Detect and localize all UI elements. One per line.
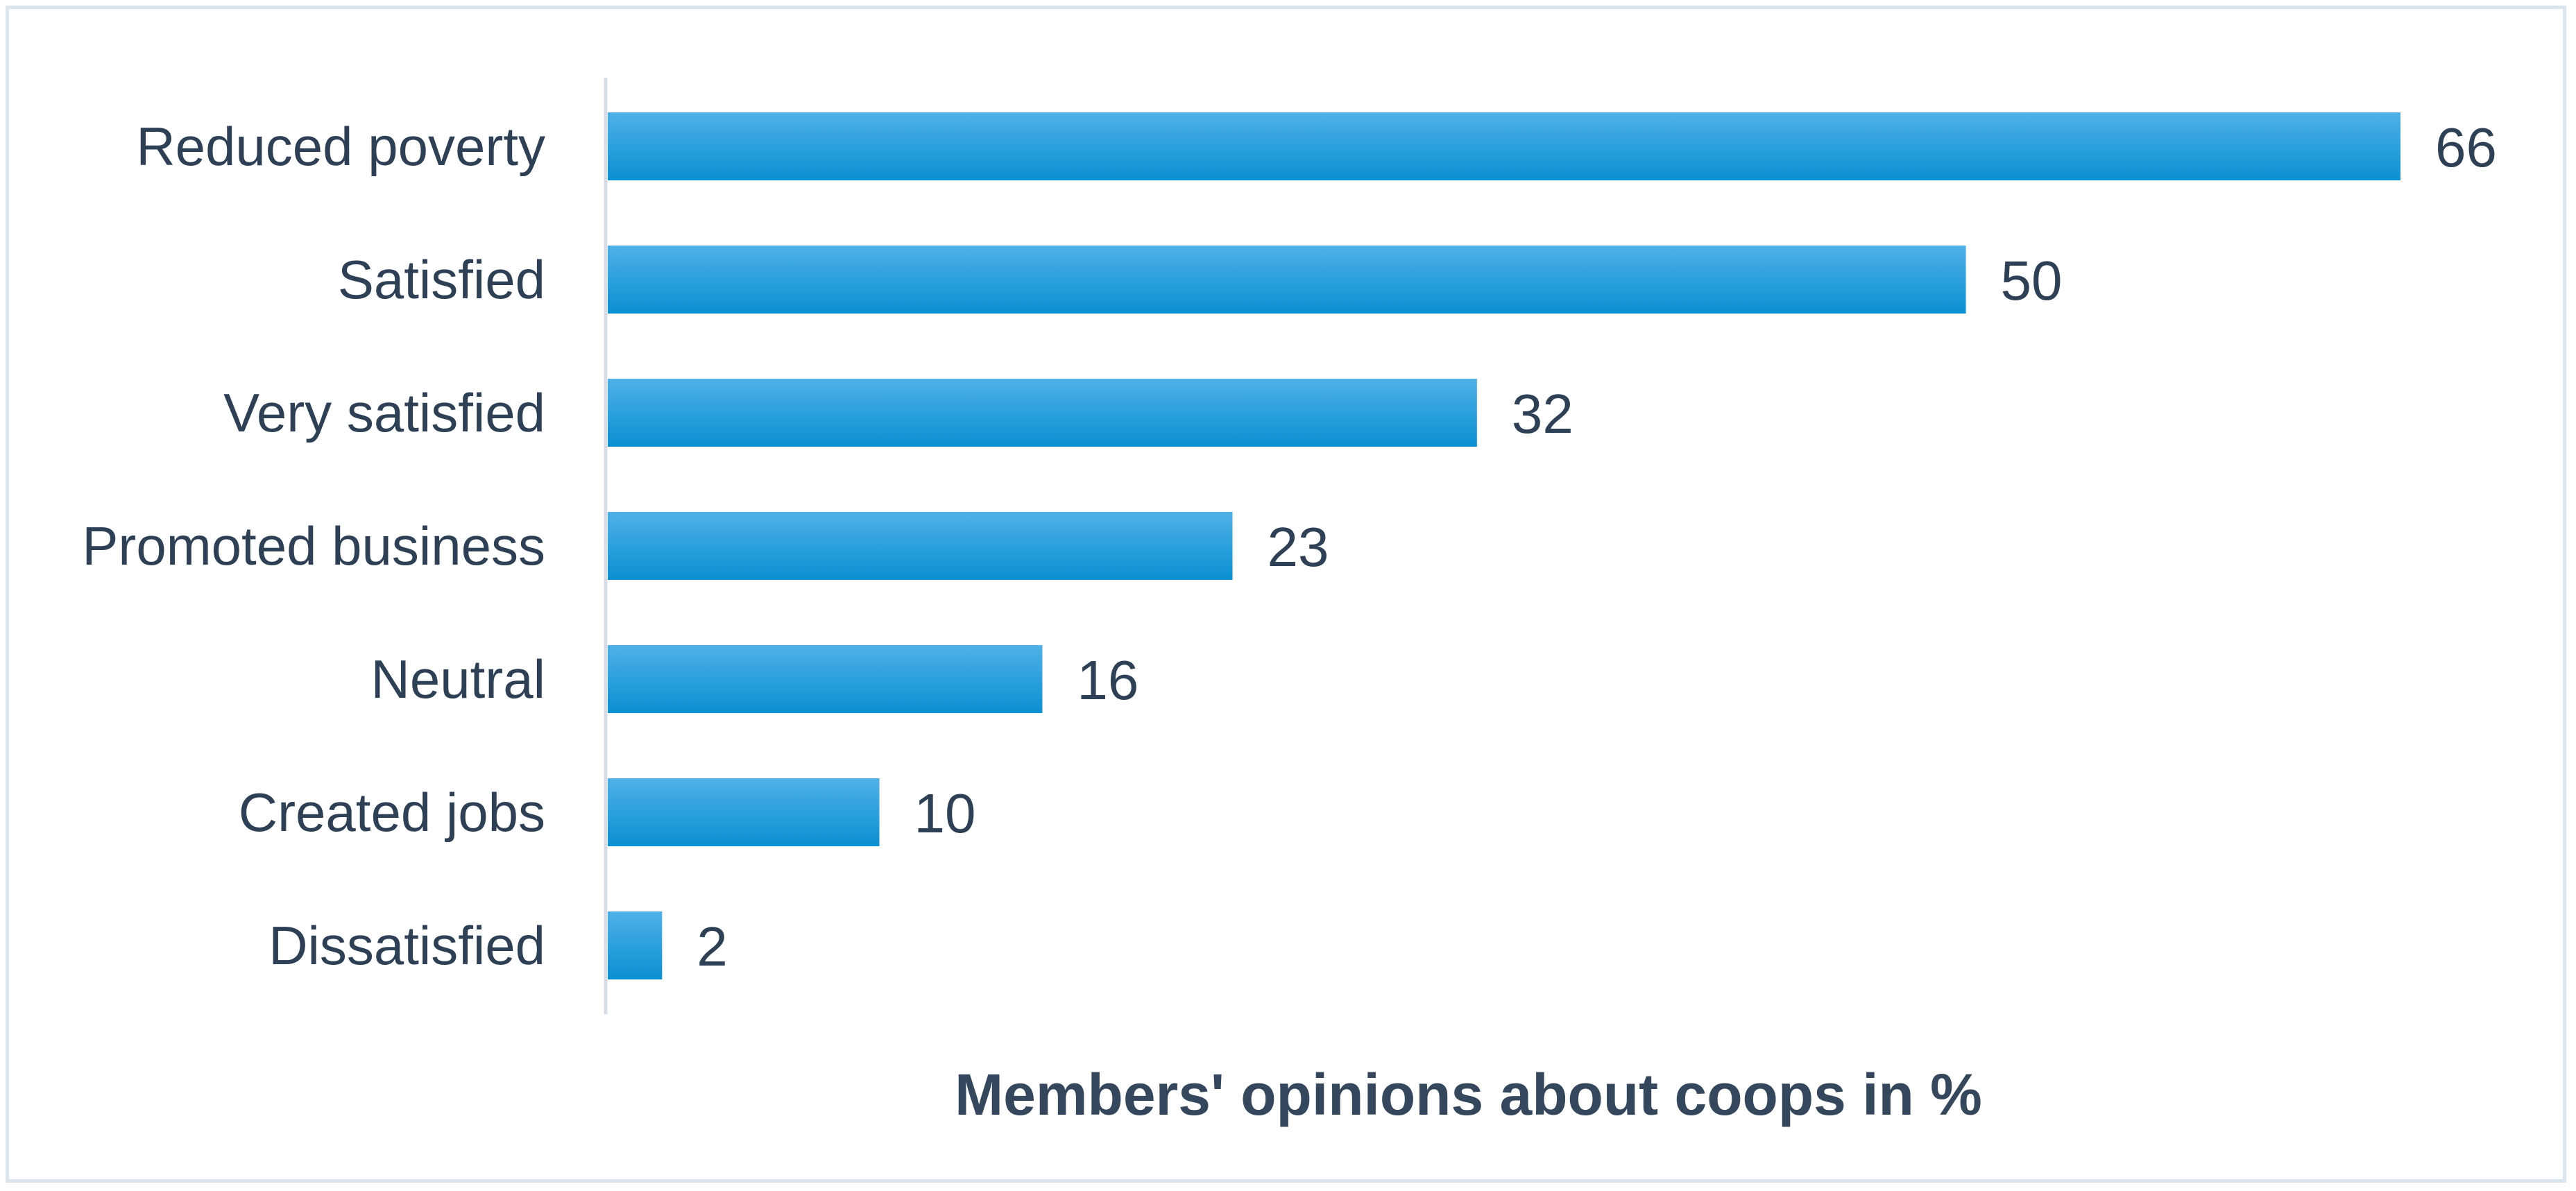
- value-label: 50: [2001, 250, 2063, 311]
- bar-created-jobs: [608, 778, 880, 846]
- value-label: 10: [914, 782, 976, 844]
- category-label: Created jobs: [239, 782, 545, 843]
- bar-satisfied: [608, 246, 1966, 314]
- bars-group: Reduced poverty 66 Satisfied 50 Very satisfi…: [82, 112, 2497, 979]
- category-label: Very satisfied: [223, 382, 545, 443]
- value-label: 32: [1512, 383, 1573, 445]
- bar-dissatisfied: [608, 911, 663, 979]
- value-label: 23: [1267, 516, 1329, 578]
- chart-title: Members' opinions about coops in %: [955, 1062, 1982, 1127]
- bar-very-satisfied: [608, 379, 1477, 447]
- value-label: 16: [1077, 649, 1138, 711]
- category-label: Reduced poverty: [136, 116, 545, 177]
- bar-neutral: [608, 645, 1043, 713]
- category-label: Promoted business: [82, 515, 545, 576]
- value-label: 2: [697, 916, 727, 977]
- category-label: Satisfied: [338, 249, 545, 310]
- value-label: 66: [2435, 117, 2497, 178]
- category-label: Neutral: [371, 649, 545, 710]
- category-label: Dissatisfied: [268, 915, 545, 976]
- chart-frame: [6, 6, 2566, 1183]
- bar-reduced-poverty: [608, 112, 2400, 180]
- bar-promoted-business: [608, 512, 1233, 580]
